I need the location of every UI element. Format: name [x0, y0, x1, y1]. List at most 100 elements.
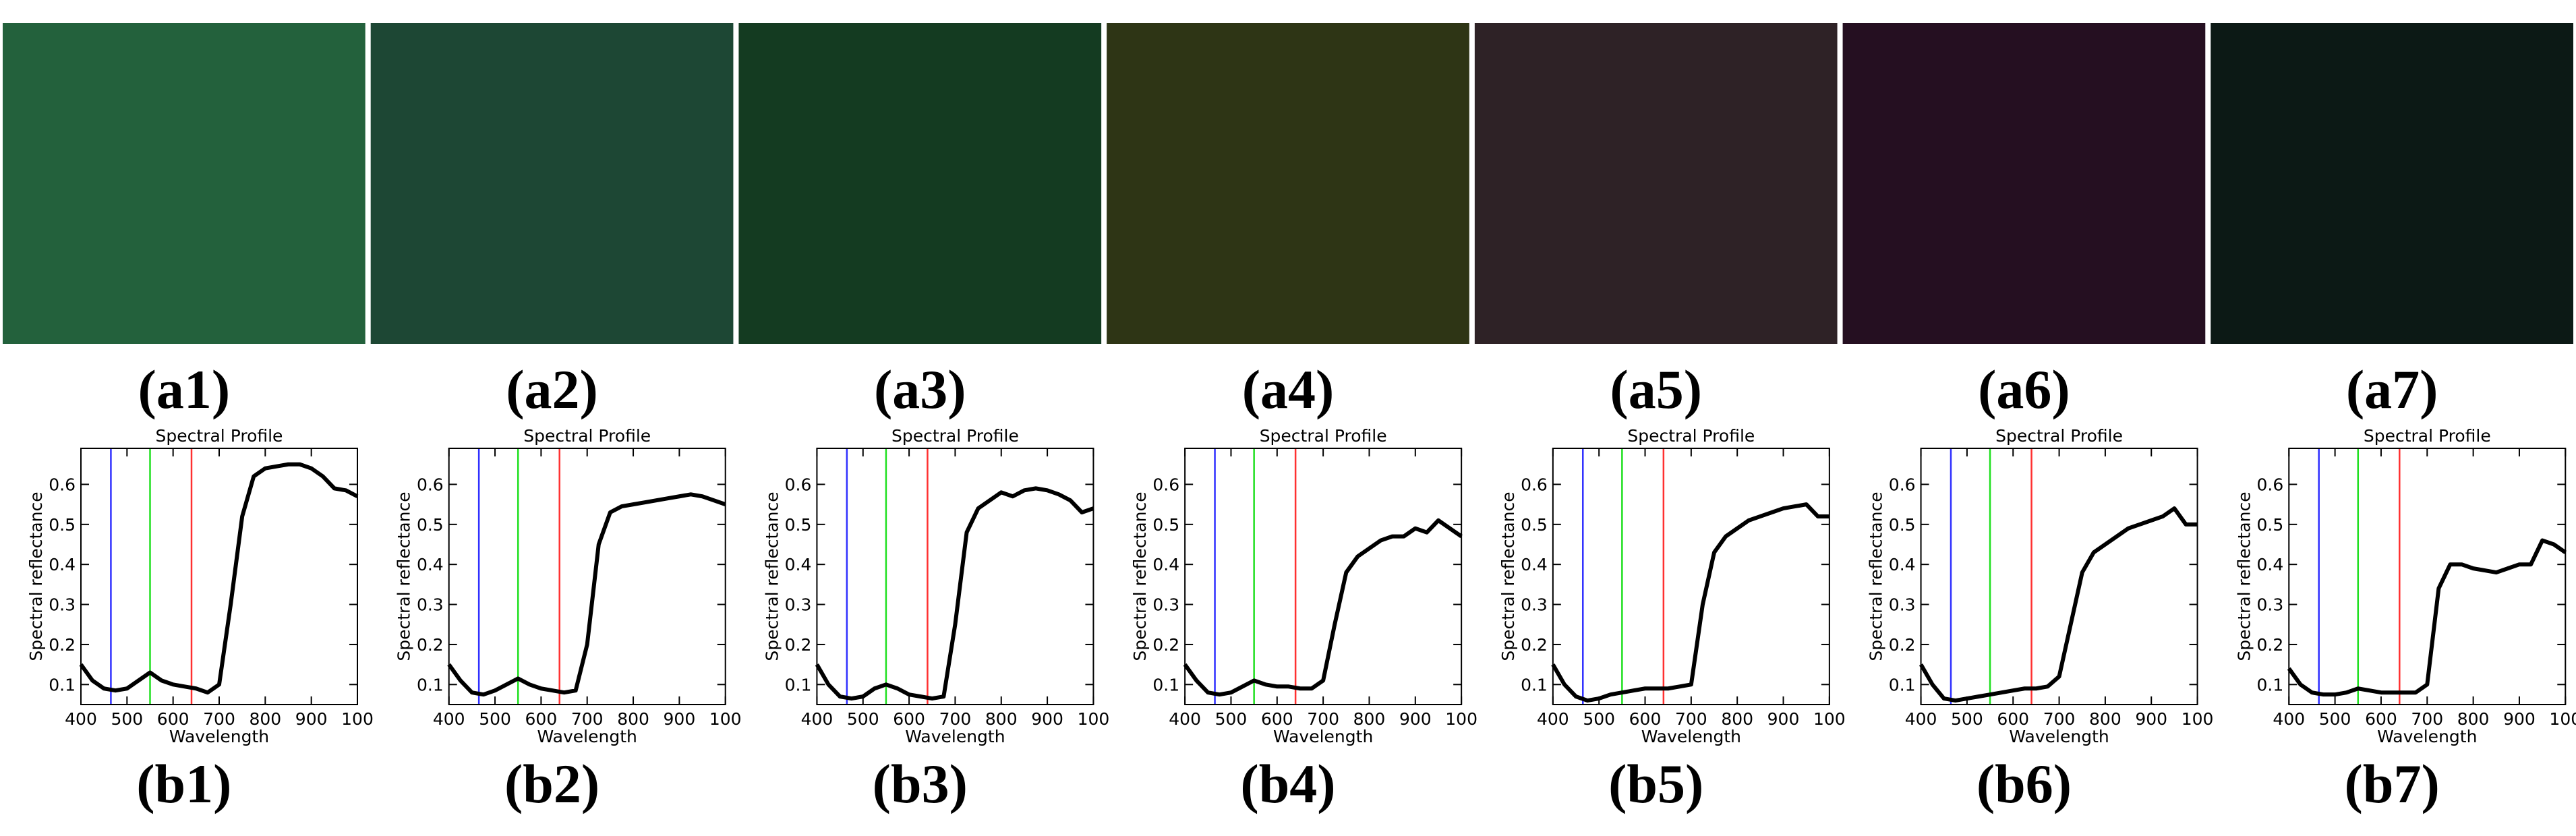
plot-frame: [2288, 448, 2567, 705]
y-tick-label: 0.3: [1889, 595, 1916, 615]
y-tick-label: 0.4: [1521, 555, 1548, 574]
x-tick-label: 600: [2365, 709, 2397, 729]
y-tick-label: 0.3: [417, 595, 444, 615]
spectral-line: [447, 492, 726, 697]
spectral-line: [1919, 506, 2198, 703]
chart-title: Spectral Profile: [2364, 426, 2491, 446]
x-tick-label: 600: [1261, 709, 1293, 729]
y-tick-label: 0.2: [785, 635, 812, 655]
chart-title: Spectral Profile: [1627, 426, 1755, 446]
y-tick-label: 0.6: [1521, 475, 1548, 494]
y-tick-label: 0.3: [49, 595, 76, 615]
chart-title: Spectral Profile: [1260, 426, 1387, 446]
chart-title: Spectral Profile: [156, 426, 283, 446]
plot-frame: [80, 448, 358, 705]
x-tick-label: 700: [1307, 709, 1339, 729]
y-tick-label: 0.6: [785, 475, 812, 494]
y-tick-label: 0.1: [417, 675, 444, 694]
swatch: [3, 23, 365, 344]
swatch-caption: (a6): [1978, 359, 2070, 420]
x-tick-label: 800: [985, 709, 1018, 729]
plot-frame: [1184, 448, 1463, 705]
x-tick-label: 900: [295, 709, 328, 729]
x-tick-label: 100: [1078, 709, 1110, 729]
x-tick-label: 800: [2457, 709, 2490, 729]
swatch: [1842, 23, 2206, 344]
x-tick-label: 100: [341, 709, 374, 729]
x-tick-label: 100: [1813, 709, 1846, 729]
x-tick-label: 600: [157, 709, 189, 729]
y-tick-label: 0.4: [1152, 555, 1179, 574]
x-tick-label: 700: [203, 709, 235, 729]
plot-frame: [448, 448, 726, 705]
y-tick-label: 0.2: [417, 635, 444, 655]
y-tick-label: 0.4: [2257, 555, 2284, 574]
x-axis-label: Wavelength: [1273, 727, 1373, 746]
x-tick-label: 100: [1445, 709, 1477, 729]
y-tick-label: 0.2: [1889, 635, 1916, 655]
y-tick-label: 0.3: [2257, 595, 2284, 615]
x-axis-label: Wavelength: [2009, 727, 2109, 746]
swatch: [738, 23, 1102, 344]
x-tick-label: 900: [1399, 709, 1432, 729]
y-tick-label: 0.5: [1152, 515, 1179, 535]
chart-title: Spectral Profile: [523, 426, 651, 446]
x-tick-label: 400: [801, 709, 833, 729]
y-tick-label: 0.6: [417, 475, 444, 494]
y-tick-label: 0.6: [1889, 475, 1916, 494]
chart-caption: (b2): [504, 753, 599, 814]
swatch-caption: (a4): [1242, 359, 1335, 420]
x-tick-label: 400: [2273, 709, 2305, 729]
x-tick-label: 100: [2549, 709, 2576, 729]
x-tick-label: 600: [1629, 709, 1662, 729]
chart-caption: (b5): [1608, 753, 1703, 814]
y-axis-label: Spectral reflectance: [1130, 491, 1150, 661]
x-axis-label: Wavelength: [2377, 727, 2477, 746]
y-tick-label: 0.4: [49, 555, 76, 574]
x-tick-label: 700: [2411, 709, 2443, 729]
x-tick-label: 900: [2503, 709, 2536, 729]
y-axis-label: Spectral reflectance: [1498, 491, 1518, 661]
x-tick-label: 400: [65, 709, 97, 729]
y-tick-label: 0.1: [785, 675, 812, 694]
y-tick-label: 0.5: [1521, 515, 1548, 535]
x-tick-label: 500: [1951, 709, 1983, 729]
swatch-caption: (a5): [1610, 359, 1702, 420]
y-tick-label: 0.5: [49, 515, 76, 535]
x-tick-label: 900: [1031, 709, 1063, 729]
x-tick-label: 500: [1583, 709, 1615, 729]
y-tick-label: 0.2: [2257, 635, 2284, 655]
y-tick-label: 0.5: [2257, 515, 2284, 535]
spectral-line: [1183, 518, 1463, 697]
y-tick-label: 0.1: [49, 675, 76, 694]
y-tick-label: 0.1: [1521, 675, 1548, 694]
y-axis-label: Spectral reflectance: [2234, 491, 2254, 661]
swatch: [1474, 23, 1838, 344]
x-tick-label: 400: [433, 709, 465, 729]
y-tick-label: 0.3: [1152, 595, 1179, 615]
plot-frame: [1920, 448, 2198, 705]
y-tick-label: 0.3: [1521, 595, 1548, 615]
x-tick-label: 800: [2089, 709, 2121, 729]
x-tick-label: 500: [111, 709, 143, 729]
x-tick-label: 500: [1215, 709, 1248, 729]
x-axis-label: Wavelength: [1641, 727, 1741, 746]
spectral-line: [79, 462, 359, 695]
x-tick-label: 900: [1767, 709, 1800, 729]
x-tick-label: 400: [1537, 709, 1569, 729]
y-tick-label: 0.2: [49, 635, 76, 655]
swatch-caption: (a7): [2346, 359, 2438, 420]
chart-caption: (b4): [1240, 753, 1335, 814]
x-tick-label: 500: [2319, 709, 2351, 729]
x-tick-label: 700: [2043, 709, 2076, 729]
y-axis-label: Spectral reflectance: [26, 491, 46, 661]
swatch-caption: (a1): [138, 359, 231, 420]
x-tick-label: 900: [2135, 709, 2167, 729]
y-tick-label: 0.5: [1889, 515, 1916, 535]
spectral-line: [2287, 538, 2567, 697]
y-tick-label: 0.4: [1889, 555, 1916, 574]
y-tick-label: 0.5: [785, 515, 812, 535]
swatch-caption: (a2): [506, 359, 598, 420]
chart-caption: (b1): [136, 753, 231, 814]
